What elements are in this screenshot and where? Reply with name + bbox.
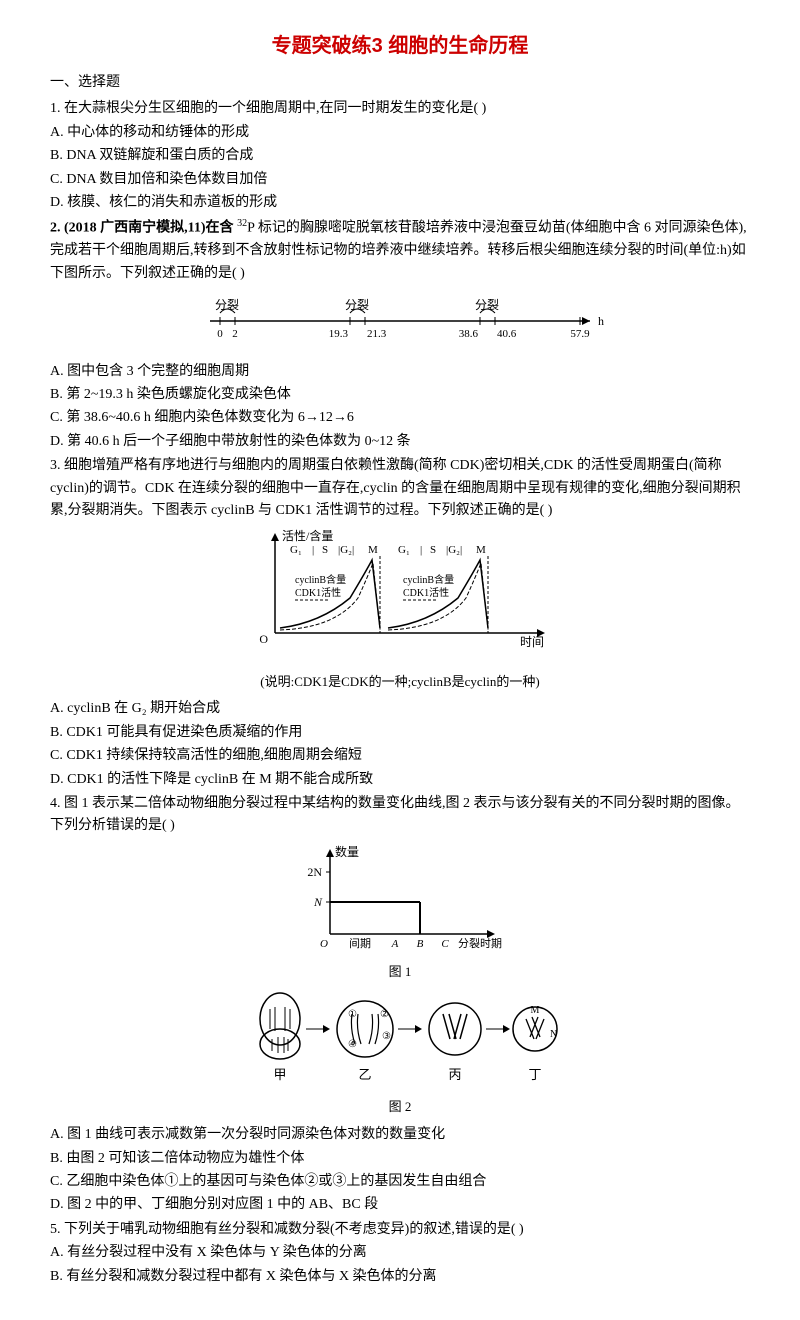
q4-option-a: A. 图 1 曲线可表示减数第一次分裂时同源染色体对数的数量变化 (50, 1124, 750, 1146)
svg-text:丙: 丙 (448, 1067, 461, 1082)
svg-text:乙: 乙 (358, 1067, 371, 1082)
svg-text:40.6: 40.6 (497, 328, 517, 340)
svg-text:分裂时期: 分裂时期 (458, 937, 502, 950)
question-4: 4. 图 1 表示某二倍体动物细胞分裂过程中某结构的数量变化曲线,图 2 表示与… (50, 793, 750, 1217)
q5-option-a: A. 有丝分裂过程中没有 X 染色体与 Y 染色体的分离 (50, 1242, 750, 1264)
q2-superscript: 32 (237, 218, 247, 229)
svg-text:M: M (531, 1005, 540, 1016)
svg-text:CDK1活性: CDK1活性 (403, 586, 449, 599)
q3-stem: 3. 细胞增殖严格有序地进行与细胞内的周期蛋白依赖性激酶(简称 CDK)密切相关… (50, 455, 750, 522)
svg-text:③: ③ (382, 1031, 391, 1042)
q1-option-b: B. DNA 双链解旋和蛋白质的合成 (50, 145, 750, 167)
svg-text:38.6: 38.6 (459, 328, 479, 340)
q1-option-a: A. 中心体的移动和纺锤体的形成 (50, 122, 750, 144)
q5-option-b: B. 有丝分裂和减数分裂过程中都有 X 染色体与 X 染色体的分离 (50, 1266, 750, 1288)
svg-text:时间: 时间 (520, 635, 544, 649)
svg-text:G₁: G₁ (290, 544, 302, 556)
svg-text:|: | (420, 544, 422, 556)
svg-text:A: A (391, 938, 399, 950)
q3-graph-figure: 活性/含量 时间 O G₁ | S |G₂| M G₁ | S |G₂| M c… (50, 528, 750, 692)
svg-text:分裂: 分裂 (215, 298, 239, 312)
svg-text:cyclinB含量: cyclinB含量 (403, 573, 454, 586)
question-5: 5. 下列关于哺乳动物细胞有丝分裂和减数分裂(不考虑变异)的叙述,错误的是( )… (50, 1219, 750, 1288)
q3-option-c: C. CDK1 持续保持较高活性的细胞,细胞周期会缩短 (50, 745, 750, 767)
question-1: 1. 在大蒜根尖分生区细胞的一个细胞周期中,在同一时期发生的变化是( ) A. … (50, 98, 750, 214)
q1-option-d: D. 核膜、核仁的消失和赤道板的形成 (50, 192, 750, 214)
question-3: 3. 细胞增殖严格有序地进行与细胞内的周期蛋白依赖性激酶(简称 CDK)密切相关… (50, 455, 750, 791)
svg-text:B: B (417, 938, 424, 950)
section-heading: 一、选择题 (50, 72, 750, 94)
svg-text:O: O (259, 632, 268, 646)
svg-text:间期: 间期 (349, 937, 371, 950)
svg-text:④: ④ (348, 1039, 357, 1050)
svg-text:C: C (441, 938, 449, 950)
svg-text:19.3: 19.3 (329, 328, 349, 340)
svg-text:M: M (368, 544, 378, 556)
q5-stem: 5. 下列关于哺乳动物细胞有丝分裂和减数分裂(不考虑变异)的叙述,错误的是( ) (50, 1219, 750, 1241)
q4-option-b: B. 由图 2 可知该二倍体动物应为雄性个体 (50, 1148, 750, 1170)
svg-text:分裂: 分裂 (345, 298, 369, 312)
svg-text:数量: 数量 (335, 844, 359, 859)
q4-graph1-label: 图 1 (50, 962, 750, 983)
q4-option-c: C. 乙细胞中染色体①上的基因可与染色体②或③上的基因发生自由组合 (50, 1171, 750, 1193)
q2-option-b: B. 第 2~19.3 h 染色质螺旋化变成染色体 (50, 384, 750, 406)
q4-graph2-figure: 甲 ① ② ③ ④ 乙 丙 M N (50, 989, 750, 1118)
q3-option-a: A. cyclinB 在 G₂ 期开始合成 (50, 698, 750, 720)
svg-text:|: | (312, 544, 314, 556)
svg-text:S: S (430, 544, 436, 556)
svg-text:丁: 丁 (528, 1067, 541, 1082)
q2-timeline-figure: 分裂 分裂 分裂 0 2 19.3 21.3 38.6 40.6 57.9 h (50, 291, 750, 354)
svg-text:|G₂|: |G₂| (446, 544, 462, 556)
svg-text:cyclinB含量: cyclinB含量 (295, 573, 346, 586)
svg-text:N: N (313, 895, 323, 909)
svg-text:S: S (322, 544, 328, 556)
svg-text:②: ② (380, 1009, 389, 1020)
q1-option-c: C. DNA 数目加倍和染色体数目加倍 (50, 169, 750, 191)
svg-text:|G₂|: |G₂| (338, 544, 354, 556)
svg-text:CDK1活性: CDK1活性 (295, 586, 341, 599)
svg-text:h: h (598, 314, 604, 328)
svg-text:2N: 2N (307, 865, 322, 879)
q2-stem: 2. (2018 广西南宁模拟,11)在含 32P 标记的胸腺嘧啶脱氧核苷酸培养… (50, 216, 750, 285)
q1-stem: 1. 在大蒜根尖分生区细胞的一个细胞周期中,在同一时期发生的变化是( ) (50, 98, 750, 120)
q4-stem: 4. 图 1 表示某二倍体动物细胞分裂过程中某结构的数量变化曲线,图 2 表示与… (50, 793, 750, 838)
q4-option-d: D. 图 2 中的甲、丁细胞分别对应图 1 中的 AB、BC 段 (50, 1194, 750, 1216)
q4-graph2-label: 图 2 (50, 1097, 750, 1118)
svg-text:活性/含量: 活性/含量 (282, 528, 333, 543)
svg-text:G₁: G₁ (398, 544, 410, 556)
svg-text:2: 2 (232, 328, 238, 340)
q3-graph-note: (说明:CDK1是CDK的一种;cyclinB是cyclin的一种) (50, 672, 750, 693)
svg-text:O: O (320, 938, 328, 950)
svg-text:N: N (550, 1029, 557, 1040)
q2-option-a: A. 图中包含 3 个完整的细胞周期 (50, 361, 750, 383)
svg-text:甲: 甲 (273, 1067, 286, 1082)
page-title: 专题突破练3 细胞的生命历程 (50, 30, 750, 62)
svg-text:M: M (476, 544, 486, 556)
q4-graph1-figure: 数量 2N N O 间期 A B C 分裂时期 图 1 (50, 844, 750, 983)
svg-text:21.3: 21.3 (367, 328, 387, 340)
q2-option-d: D. 第 40.6 h 后一个子细胞中带放射性的染色体数为 0~12 条 (50, 431, 750, 453)
q2-option-c: C. 第 38.6~40.6 h 细胞内染色体数变化为 6→12→6 (50, 407, 750, 429)
q3-option-d: D. CDK1 的活性下降是 cyclinB 在 M 期不能合成所致 (50, 769, 750, 791)
q2-stem-part1: 2. (2018 广西南宁模拟,11)在含 (50, 221, 237, 236)
q3-option-b: B. CDK1 可能具有促进染色质凝缩的作用 (50, 722, 750, 744)
svg-text:分裂: 分裂 (475, 298, 499, 312)
svg-text:57.9: 57.9 (570, 328, 590, 340)
question-2: 2. (2018 广西南宁模拟,11)在含 32P 标记的胸腺嘧啶脱氧核苷酸培养… (50, 216, 750, 453)
svg-text:0: 0 (217, 328, 223, 340)
